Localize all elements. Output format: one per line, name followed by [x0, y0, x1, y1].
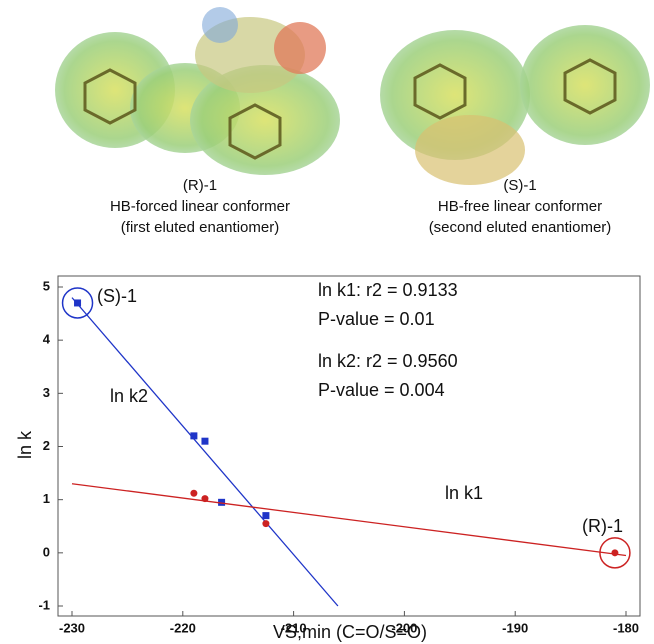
x-tick-label: -200	[391, 620, 417, 635]
point	[201, 495, 208, 502]
y-tick-label: 5	[43, 278, 50, 293]
point	[74, 299, 81, 306]
annotation: (R)-1	[582, 516, 623, 536]
annotation: P-value = 0.01	[318, 309, 435, 329]
y-axis-label: ln k	[15, 430, 35, 459]
y-tick-label: 4	[43, 332, 51, 347]
point	[262, 520, 269, 527]
figure: (R)-1 HB-forced linear conformer (first …	[0, 0, 654, 644]
point	[190, 490, 197, 497]
y-tick-label: 2	[43, 438, 50, 453]
x-tick-label: -190	[502, 620, 528, 635]
y-tick-label: -1	[38, 597, 50, 612]
fit-line	[72, 484, 626, 556]
x-tick-label: -230	[59, 620, 85, 635]
series-label: ln k2	[110, 386, 148, 406]
caption-label: (R)-1	[183, 177, 217, 194]
caption-note: (second eluted enantiomer)	[429, 219, 612, 236]
annotation: P-value = 0.004	[318, 380, 445, 400]
annotation: (S)-1	[97, 286, 137, 306]
y-tick-label: 3	[43, 385, 50, 400]
series-label: ln k1	[445, 483, 483, 503]
caption-desc: HB-free linear conformer	[438, 198, 602, 215]
x-tick-label: -180	[613, 620, 639, 635]
caption-label: (S)-1	[503, 177, 536, 194]
point	[611, 549, 618, 556]
annotation: ln k2: r2 = 0.9560	[318, 351, 458, 371]
molecule-r	[55, 7, 340, 175]
caption-note: (first eluted enantiomer)	[121, 219, 279, 236]
fit-line	[72, 298, 338, 606]
y-tick-label: 1	[43, 491, 50, 506]
x-tick-label: -220	[170, 620, 196, 635]
caption-desc: HB-forced linear conformer	[110, 198, 290, 215]
x-tick-label: -210	[281, 620, 307, 635]
point	[201, 438, 208, 445]
point	[190, 432, 197, 439]
molecule-s	[380, 25, 650, 185]
y-tick-label: 0	[43, 544, 50, 559]
point	[262, 512, 269, 519]
annotation: ln k1: r2 = 0.9133	[318, 280, 458, 300]
